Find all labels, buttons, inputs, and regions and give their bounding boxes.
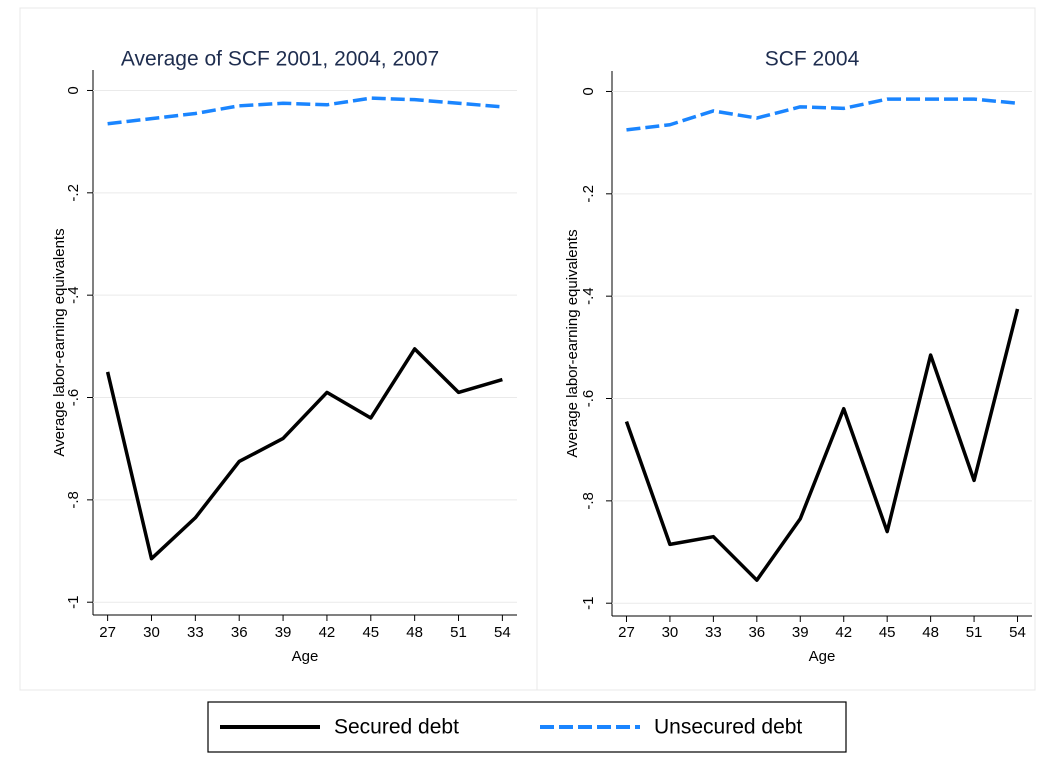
y-tick-label: -.4: [580, 287, 597, 305]
x-tick-label: 39: [275, 624, 292, 641]
x-tick-label: 45: [879, 624, 896, 641]
data-line: [107, 96, 503, 126]
x-tick-label: 30: [143, 624, 160, 641]
y-tick-label: -1: [580, 597, 597, 610]
data-line: [626, 97, 1018, 132]
y-tick-label: -.6: [65, 389, 82, 407]
panel-title: Average of SCF 2001, 2004, 2007: [121, 48, 439, 71]
y-axis-label: Average labor-earning equivalents: [564, 229, 581, 457]
y-tick-label: -.8: [65, 491, 82, 509]
y-tick-label: -.2: [580, 185, 597, 203]
x-tick-label: 45: [362, 624, 379, 641]
x-tick-label: 48: [406, 624, 423, 641]
x-tick-label: 27: [618, 624, 635, 641]
x-tick-label: 30: [662, 624, 679, 641]
y-tick-label: 0: [580, 87, 597, 95]
y-tick-label: -1: [65, 596, 82, 609]
legend-label: Secured debt: [334, 716, 459, 739]
legend-box: [207, 701, 847, 753]
legend-label: Unsecured debt: [654, 716, 802, 739]
x-tick-label: 36: [748, 624, 765, 641]
y-axis-label: Average labor-earning equivalents: [51, 228, 68, 456]
y-tick-label: -.8: [580, 492, 597, 510]
x-tick-label: 51: [966, 624, 983, 641]
x-tick-label: 54: [494, 624, 511, 641]
panel-title: SCF 2004: [765, 48, 860, 71]
data-line: [624, 308, 1020, 582]
data-line: [105, 347, 503, 561]
y-tick-label: -.4: [65, 286, 82, 304]
x-tick-label: 27: [99, 624, 116, 641]
y-tick-label: -.6: [580, 390, 597, 408]
x-axis-label: Age: [809, 648, 836, 665]
x-axis-label: Age: [292, 648, 319, 665]
x-tick-label: 33: [187, 624, 204, 641]
x-tick-label: 42: [835, 624, 852, 641]
y-tick-label: 0: [65, 86, 82, 94]
x-tick-label: 33: [705, 624, 722, 641]
y-tick-label: -.2: [65, 184, 82, 202]
x-tick-label: 36: [231, 624, 248, 641]
x-tick-label: 39: [792, 624, 809, 641]
graph-frame: [19, 7, 1036, 691]
x-tick-label: 54: [1009, 624, 1026, 641]
x-tick-label: 48: [922, 624, 939, 641]
x-tick-label: 42: [319, 624, 336, 641]
x-tick-label: 51: [450, 624, 467, 641]
